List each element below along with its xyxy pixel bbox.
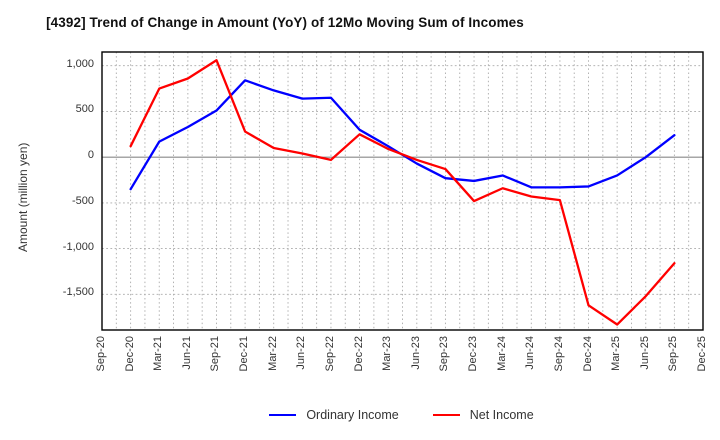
net-income-line xyxy=(129,59,676,326)
x-tick-label: Sep-21 xyxy=(209,336,222,372)
plot-svg xyxy=(101,51,704,331)
x-tick-label: Sep-25 xyxy=(667,336,680,372)
x-tick-label: Jun-24 xyxy=(524,336,537,370)
x-tick-label: Dec-20 xyxy=(123,336,136,372)
y-tick-label: 1,000 xyxy=(66,57,94,70)
x-tick-label: Sep-23 xyxy=(438,336,451,372)
x-tick-label: Jun-21 xyxy=(180,336,193,370)
x-tick-label: Dec-21 xyxy=(238,336,251,372)
x-tick-label: Mar-21 xyxy=(152,336,165,371)
x-tick-label: Dec-23 xyxy=(467,336,480,372)
x-tick-label: Mar-25 xyxy=(610,336,623,371)
legend-label-net-income: Net Income xyxy=(469,408,534,422)
x-tick-label: Jun-25 xyxy=(638,336,651,370)
x-tick-label: Jun-23 xyxy=(409,336,422,370)
x-tick-label: Jun-22 xyxy=(295,336,308,370)
x-tick-label: Dec-24 xyxy=(581,336,594,372)
legend: Ordinary Income Net Income xyxy=(101,403,702,427)
net-income-line-swatch xyxy=(432,414,460,416)
x-tick-label: Sep-22 xyxy=(323,336,336,372)
x-tick-label: Mar-22 xyxy=(266,336,279,371)
legend-label-ordinary-income: Ordinary Income xyxy=(306,408,399,422)
y-tick-label: 0 xyxy=(87,149,94,162)
x-tick-label: Sep-24 xyxy=(552,336,565,372)
x-tick-label: Mar-24 xyxy=(495,336,508,371)
x-tick-label: Mar-23 xyxy=(381,336,394,371)
x-tick-label: Sep-20 xyxy=(95,336,107,372)
y-tick-label: 500 xyxy=(75,103,94,116)
legend-item-net-income: Net Income xyxy=(432,408,534,422)
ordinary-income-line-swatch xyxy=(269,414,297,416)
y-tick-label: -1,000 xyxy=(62,240,94,253)
y-tick-label: -500 xyxy=(71,194,94,207)
x-tick-label: Dec-25 xyxy=(696,336,708,372)
plot-border xyxy=(101,51,704,331)
x-tick-label: Dec-22 xyxy=(352,336,365,372)
chart-title: [4392] Trend of Change in Amount (YoY) o… xyxy=(46,15,524,30)
y-tick-label: -1,500 xyxy=(62,286,94,299)
legend-item-ordinary-income: Ordinary Income xyxy=(269,408,399,422)
